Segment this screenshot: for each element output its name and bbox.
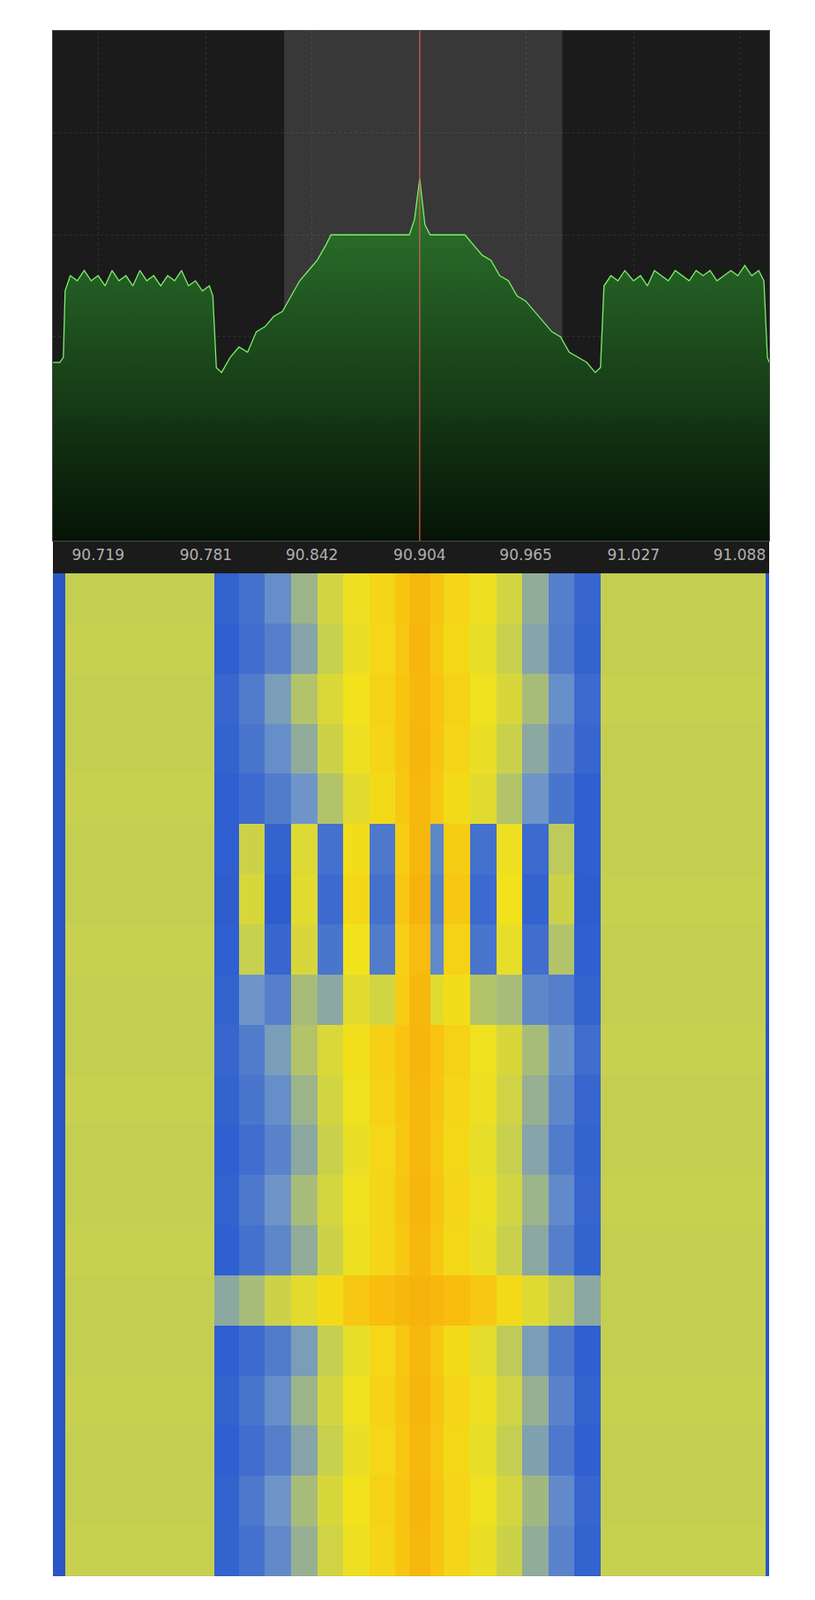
- svg-text:91.027: 91.027: [607, 545, 660, 564]
- svg-text:91.088: 91.088: [713, 545, 766, 564]
- svg-text:90.842: 90.842: [285, 545, 338, 564]
- svg-text:90.904: 90.904: [393, 545, 446, 564]
- svg-text:90.965: 90.965: [499, 545, 552, 564]
- svg-text:90.781: 90.781: [179, 545, 232, 564]
- svg-text:90.719: 90.719: [71, 545, 124, 564]
